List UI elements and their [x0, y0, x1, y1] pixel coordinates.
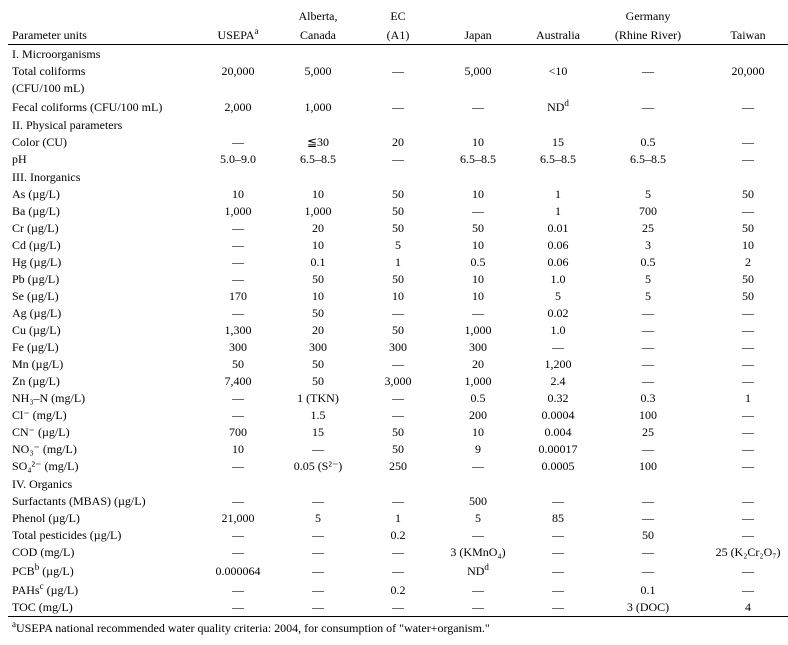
hdr-alberta-1: Alberta,: [278, 8, 358, 25]
table-row: NO₃⁻ (mg/L)10—5090.00017——: [8, 441, 788, 458]
table-row: Cd (µg/L)—105100.06310: [8, 237, 788, 254]
table-row: COD (mg/L)———3 (KMnO₄)——25 (K₂Cr₂O₇): [8, 544, 788, 561]
table-row: Pb (µg/L)—5050101.0550: [8, 271, 788, 288]
hdr-param: Parameter units: [8, 25, 198, 45]
hdr-germany-1: Germany: [598, 8, 698, 25]
table-body: I. Microorganisms Total coliforms20,0005…: [8, 45, 788, 617]
table-row: Ba (µg/L)1,0001,00050—1700—: [8, 203, 788, 220]
table-row: (CFU/100 mL): [8, 80, 788, 97]
table-row: SO₄²⁻ (mg/L)—0.05 (S²⁻)250—0.0005100—: [8, 458, 788, 475]
table-row: Total coliforms20,0005,000—5,000<10—20,0…: [8, 63, 788, 80]
table-row: Surfactants (MBAS) (µg/L)———500———: [8, 493, 788, 510]
table-row: TOC (mg/L)—————3 (DOC)4: [8, 599, 788, 617]
hdr-japan: Japan: [438, 25, 518, 45]
table-row: Mn (µg/L)5050—201,200——: [8, 356, 788, 373]
table-row: Color (CU)—≦302010150.5—: [8, 134, 788, 151]
table-row: As (µg/L)101050101550: [8, 186, 788, 203]
table-row: NH₃–N (mg/L)—1 (TKN)—0.50.320.31: [8, 390, 788, 407]
table-header: Alberta, EC Germany Parameter units USEP…: [8, 8, 788, 45]
table-row: Total pesticides (µg/L)——0.2——50—: [8, 527, 788, 544]
table-row: Cu (µg/L)1,30020501,0001.0——: [8, 322, 788, 339]
table-row: PAHsc (µg/L)——0.2——0.1—: [8, 580, 788, 599]
table-row: Fecal coliforms (CFU/100 mL)2,0001,000——…: [8, 97, 788, 116]
hdr-ec-2: (A1): [358, 25, 438, 45]
table-row: Ag (µg/L)—50——0.02——: [8, 305, 788, 322]
hdr-germany-2: (Rhine River): [598, 25, 698, 45]
table-row: PCBb (µg/L)0.000064——NDd———: [8, 561, 788, 580]
table-row: pH5.0–9.06.5–8.5—6.5–8.56.5–8.56.5–8.5—: [8, 151, 788, 168]
footnote-a: aUSEPA national recommended water qualit…: [8, 617, 788, 638]
water-quality-table: Alberta, EC Germany Parameter units USEP…: [8, 8, 788, 637]
section-1: I. Microorganisms: [8, 45, 788, 64]
hdr-alberta-2: Canada: [278, 25, 358, 45]
section-2: II. Physical parameters: [8, 116, 788, 134]
table-row: Hg (µg/L)—0.110.50.060.52: [8, 254, 788, 271]
table-row: Zn (µg/L)7,400503,0001,0002.4——: [8, 373, 788, 390]
hdr-taiwan: Taiwan: [698, 25, 788, 45]
table-row: Phenol (µg/L)21,00051585——: [8, 510, 788, 527]
table-row: Fe (µg/L)300300300300———: [8, 339, 788, 356]
table-row: Se (µg/L)1701010105550: [8, 288, 788, 305]
section-3: III. Inorganics: [8, 168, 788, 186]
section-4: IV. Organics: [8, 475, 788, 493]
hdr-ec-1: EC: [358, 8, 438, 25]
table-row: Cr (µg/L)—2050500.012550: [8, 220, 788, 237]
table-row: CN⁻ (µg/L)7001550100.00425—: [8, 424, 788, 441]
hdr-usepa: USEPAa: [198, 25, 278, 45]
table-row: Cl⁻ (mg/L)—1.5—2000.0004100—: [8, 407, 788, 424]
hdr-australia: Australia: [518, 25, 598, 45]
